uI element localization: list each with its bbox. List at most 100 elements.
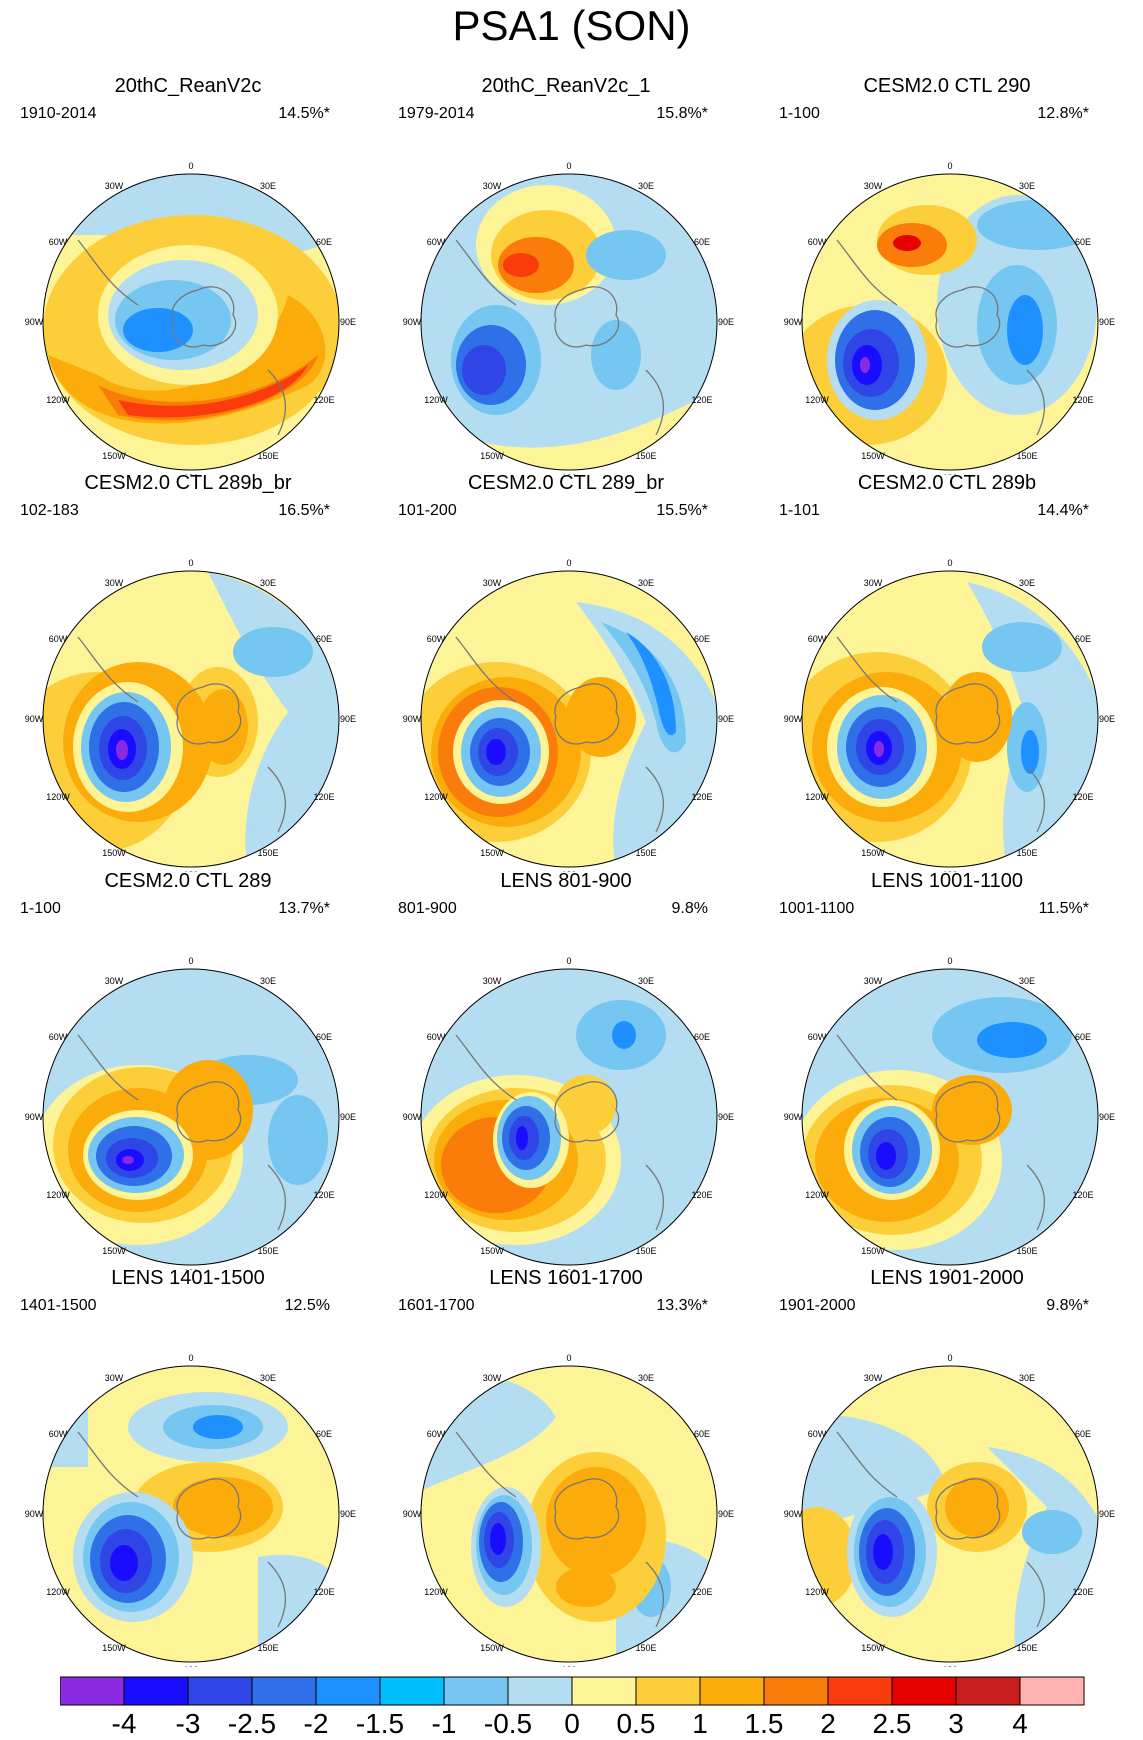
- panel-percent: 15.8%*: [656, 105, 708, 122]
- colorbar-tick-label: 3: [948, 1708, 964, 1739]
- lon-label: 120E: [691, 395, 712, 405]
- lon-label: 30E: [638, 1373, 654, 1383]
- lon-label: 180: [942, 1665, 957, 1667]
- panel-title: LENS 1001-1100: [871, 870, 1023, 892]
- lon-label: 180: [183, 1665, 198, 1667]
- polar-map: 0 30E 60E 90E 120E 150E 180 150W 120W 90…: [403, 1353, 734, 1667]
- lon-label: 150W: [102, 1246, 126, 1256]
- colorbar-swatch: [379, 1676, 445, 1706]
- polar-map: 0 30E 60E 90E 120E 150E 180 150W 120W 90…: [403, 161, 734, 475]
- lon-label: 120E: [691, 1190, 712, 1200]
- lon-label: 60E: [694, 237, 710, 247]
- lon-label: 90W: [784, 1112, 803, 1122]
- lon-label: 30W: [483, 976, 502, 986]
- panel-period: 101-200: [398, 502, 457, 519]
- lon-label: 150W: [480, 1246, 504, 1256]
- colorbar: [60, 1676, 1085, 1706]
- lon-label: 120W: [424, 395, 448, 405]
- lon-label: 60W: [427, 1429, 446, 1439]
- panel-period: 102-183: [20, 502, 79, 519]
- lon-label: 180: [561, 1665, 576, 1667]
- lon-label: 120W: [805, 395, 829, 405]
- lon-label: 30E: [638, 578, 654, 588]
- lon-label: 60W: [49, 237, 68, 247]
- lon-label: 90E: [718, 317, 734, 327]
- panel-period: 1001-1100: [779, 900, 855, 917]
- lon-label: 90W: [25, 317, 44, 327]
- lon-label: 60W: [49, 1032, 68, 1042]
- panel-title: 20thC_ReanV2c: [114, 75, 262, 97]
- colorbar-swatch: [507, 1676, 573, 1706]
- colorbar-swatch: [571, 1676, 637, 1706]
- lon-label: 90W: [784, 1509, 803, 1519]
- colorbar-swatch: [827, 1676, 893, 1706]
- lon-label: 150E: [635, 451, 656, 461]
- lon-label: 120W: [805, 1587, 829, 1597]
- panel-percent: 14.4%*: [1037, 502, 1089, 519]
- lon-label: 150W: [861, 1643, 885, 1653]
- panel-title: CESM2.0 CTL 289_br: [467, 472, 664, 494]
- panel-percent: 12.8%*: [1037, 105, 1089, 122]
- lon-label: 30W: [105, 976, 124, 986]
- colorbar-tick-label: 1.5: [744, 1708, 784, 1739]
- lon-label: 30E: [1019, 181, 1035, 191]
- colorbar-tick-label: -2.5: [227, 1708, 277, 1739]
- figure-title: PSA1 (SON): [452, 2, 691, 49]
- lon-label: 120E: [1072, 1587, 1093, 1597]
- lon-label: 150W: [480, 1643, 504, 1653]
- lon-label: 30W: [483, 1373, 502, 1383]
- lon-label: 150W: [861, 1246, 885, 1256]
- polar-map: 0 30E 60E 90E 120E 150E 180 150W 120W 90…: [25, 161, 356, 475]
- panel-title: LENS 801-900: [500, 870, 632, 892]
- panel-title: LENS 1901-2000: [870, 1267, 1024, 1289]
- lon-label: 30W: [483, 181, 502, 191]
- lon-label: 60E: [1075, 634, 1091, 644]
- lon-label: 0: [947, 161, 952, 171]
- lon-label: 120W: [46, 395, 70, 405]
- lon-label: 60E: [694, 634, 710, 644]
- lon-label: 150E: [257, 848, 278, 858]
- colorbar-tick-label: -2: [303, 1708, 329, 1739]
- colorbar-tick-label: -0.5: [483, 1708, 533, 1739]
- lon-label: 120E: [313, 1587, 334, 1597]
- panel-period: 1-101: [779, 502, 820, 519]
- lon-label: 0: [188, 558, 193, 568]
- lon-label: 30W: [105, 1373, 124, 1383]
- lon-label: 120E: [1072, 395, 1093, 405]
- lon-label: 60W: [427, 237, 446, 247]
- panel-title: LENS 1601-1700: [489, 1267, 643, 1289]
- lon-label: 90E: [340, 714, 356, 724]
- panel-percent: 14.5%*: [278, 105, 330, 122]
- lon-label: 30W: [864, 181, 883, 191]
- panel-percent: 12.5%: [284, 1297, 330, 1314]
- colorbar-tick-label: 1: [692, 1708, 708, 1739]
- lon-label: 150E: [1016, 1643, 1037, 1653]
- panel-title: CESM2.0 CTL 290: [863, 75, 1031, 97]
- colorbar-swatch: [1019, 1676, 1085, 1706]
- lon-label: 90W: [403, 317, 422, 327]
- lon-label: 0: [947, 558, 952, 568]
- lon-label: 30E: [260, 578, 276, 588]
- lon-label: 120E: [1072, 792, 1093, 802]
- lon-label: 60E: [316, 634, 332, 644]
- lon-label: 90E: [718, 1509, 734, 1519]
- colorbar-tick-label: 2: [820, 1708, 836, 1739]
- lon-label: 120E: [313, 1190, 334, 1200]
- colorbar-swatch: [699, 1676, 765, 1706]
- lon-label: 30E: [638, 181, 654, 191]
- lon-label: 150E: [1016, 848, 1037, 858]
- panel-1: 20thC_ReanV2c 1910-2014 14.5%* 0 30E 60E…: [8, 75, 368, 475]
- lon-label: 120W: [424, 1190, 448, 1200]
- lon-label: 180: [183, 473, 198, 475]
- polar-map: 0 30E 60E 90E 120E 150E 180 150W 120W 90…: [25, 956, 356, 1270]
- lon-label: 60W: [49, 634, 68, 644]
- lon-label: 150E: [635, 1246, 656, 1256]
- lon-label: 150E: [1016, 1246, 1037, 1256]
- lon-label: 150W: [102, 848, 126, 858]
- colorbar-tick-label: -3: [175, 1708, 201, 1739]
- colorbar-tick-label: 0.5: [616, 1708, 656, 1739]
- lon-label: 30W: [483, 578, 502, 588]
- colorbar-swatch: [315, 1676, 381, 1706]
- lon-label: 120E: [691, 792, 712, 802]
- lon-label: 120E: [313, 792, 334, 802]
